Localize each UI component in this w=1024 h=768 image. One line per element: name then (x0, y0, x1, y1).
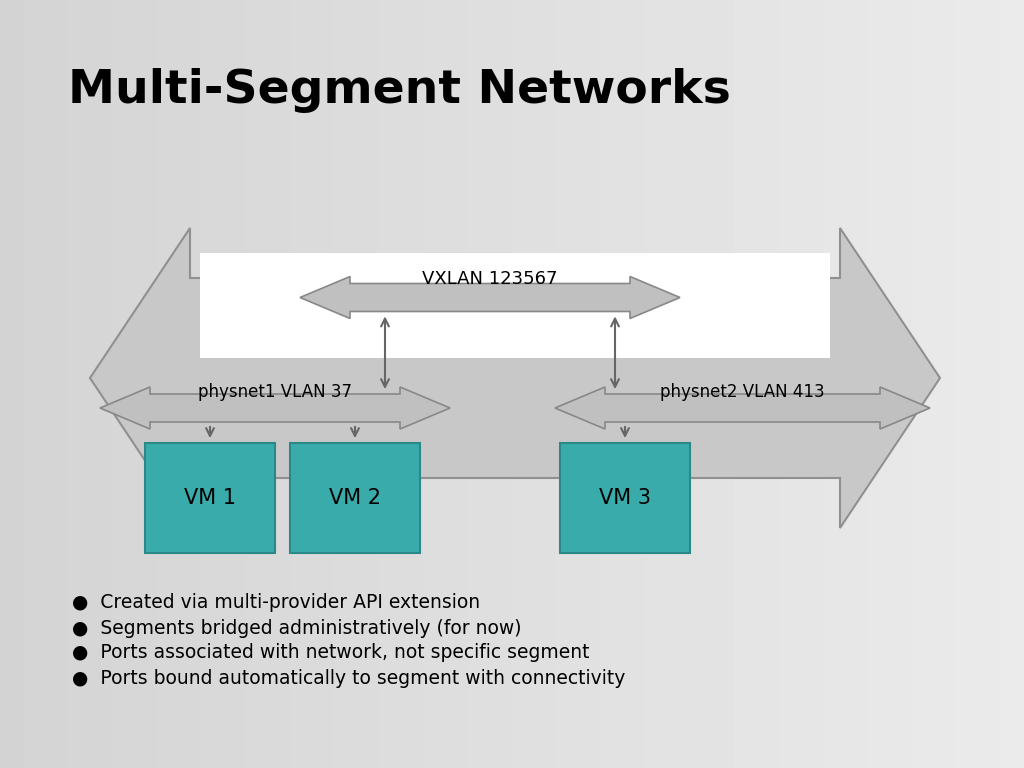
Text: Multi-Segment Networks: Multi-Segment Networks (68, 68, 731, 113)
Text: ●  Segments bridged administratively (for now): ● Segments bridged administratively (for… (72, 618, 521, 637)
Bar (145, 443, 275, 553)
Text: physnet1 VLAN 37: physnet1 VLAN 37 (198, 383, 352, 401)
Text: ●  Ports associated with network, not specific segment: ● Ports associated with network, not spe… (72, 644, 590, 663)
Polygon shape (555, 387, 930, 429)
Bar (200, 253, 830, 358)
Text: VM 2: VM 2 (329, 488, 381, 508)
Bar (560, 443, 690, 553)
Text: VM 1: VM 1 (184, 488, 236, 508)
Text: VXLAN 123567: VXLAN 123567 (422, 270, 558, 289)
Bar (290, 443, 420, 553)
Text: ●  Created via multi-provider API extension: ● Created via multi-provider API extensi… (72, 594, 480, 613)
Polygon shape (90, 228, 940, 528)
Polygon shape (100, 387, 450, 429)
Polygon shape (300, 276, 680, 319)
Text: VM 3: VM 3 (599, 488, 651, 508)
Text: physnet2 VLAN 413: physnet2 VLAN 413 (660, 383, 824, 401)
Text: ●  Ports bound automatically to segment with connectivity: ● Ports bound automatically to segment w… (72, 668, 626, 687)
